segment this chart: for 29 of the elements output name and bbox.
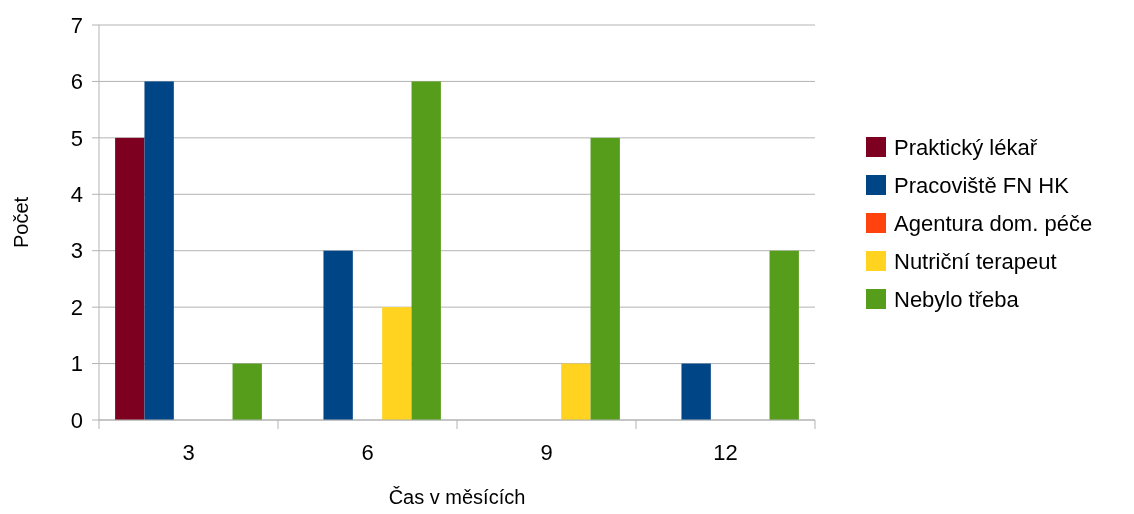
legend-label: Pracoviště FN HK — [894, 172, 1070, 198]
bar — [232, 363, 262, 420]
x-tick-label: 3 — [182, 440, 195, 465]
y-tick-label: 5 — [70, 125, 83, 151]
bar — [323, 250, 353, 420]
x-tick-label: 9 — [540, 440, 553, 465]
legend-label: Agentura dom. péče — [894, 210, 1093, 236]
y-tick-label: 0 — [70, 407, 83, 433]
bar — [411, 81, 441, 420]
x-tick-label: 6 — [361, 440, 374, 465]
y-tick-label: 1 — [70, 351, 83, 377]
legend-label: Nutriční terapeut — [894, 248, 1057, 274]
legend-label: Praktický lékař — [894, 134, 1038, 160]
bar — [115, 137, 145, 420]
bar — [144, 81, 174, 420]
bar — [769, 250, 799, 420]
y-tick-label: 2 — [70, 294, 83, 320]
y-axis-title: Počet — [10, 196, 32, 249]
bar — [561, 363, 591, 420]
y-tick-label: 7 — [70, 12, 83, 38]
legend-label: Nebylo třeba — [894, 286, 1020, 312]
x-tick-label: 12 — [713, 440, 738, 465]
y-tick-label: 4 — [70, 181, 83, 207]
y-tick-label: 3 — [70, 238, 83, 264]
bar — [590, 137, 620, 420]
y-tick-label: 6 — [70, 69, 83, 95]
x-axis-title: Čas v měsících — [388, 486, 526, 508]
bar — [382, 307, 412, 420]
bar — [681, 363, 711, 420]
